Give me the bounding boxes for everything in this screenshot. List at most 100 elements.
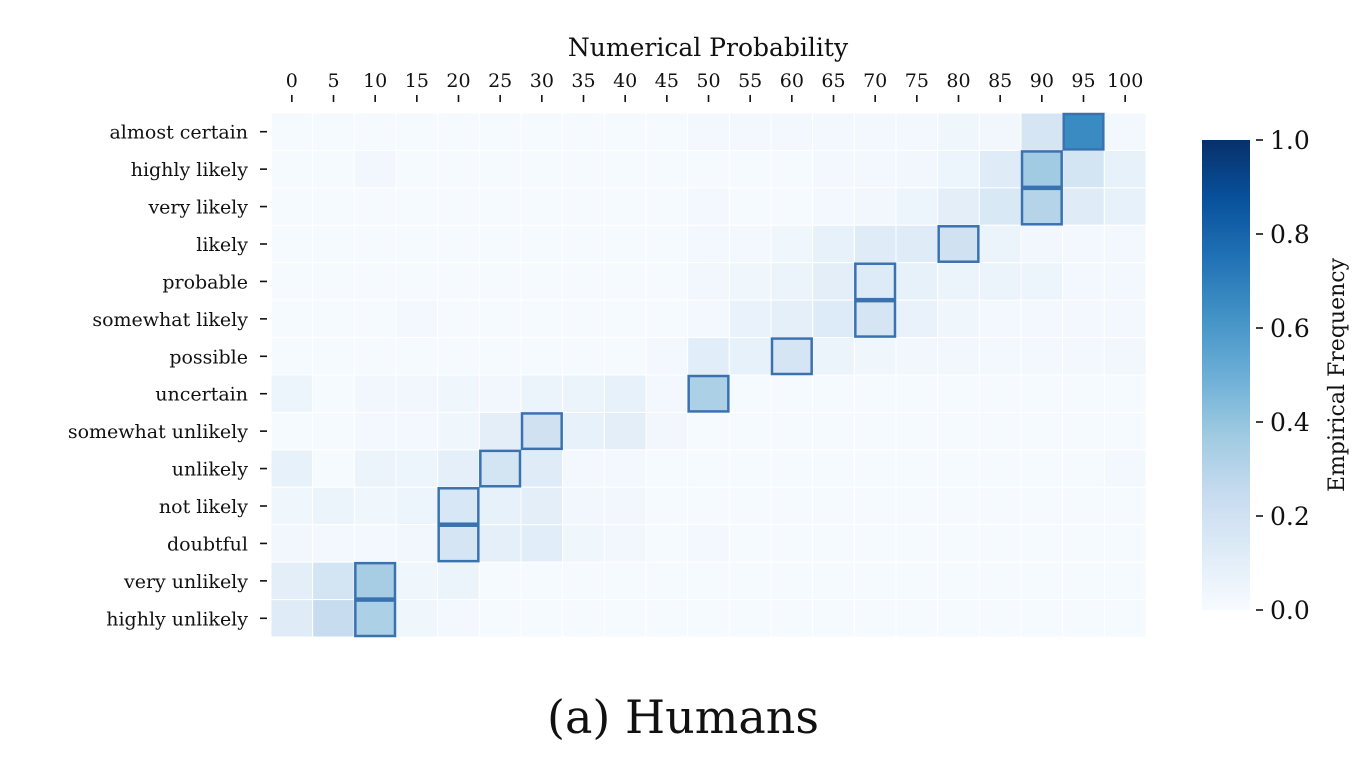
x-tick-label: 15 (405, 70, 429, 92)
heatmap-cell (770, 224, 814, 264)
y-tick-label: highly likely (131, 159, 249, 181)
heatmap-cell (1103, 262, 1147, 301)
x-tick-label: 50 (696, 70, 720, 92)
mode-highlight-box (854, 262, 897, 301)
x-tick-label: 0 (286, 70, 298, 92)
heatmap-cell (1062, 299, 1105, 339)
heatmap-cell (603, 187, 647, 226)
heatmap-cell (895, 374, 939, 413)
heatmap-cell (395, 112, 439, 151)
heatmap-cell (270, 299, 314, 339)
y-tick-label: doubtful (167, 533, 248, 555)
heatmap-cell (770, 486, 814, 526)
heatmap-cell (520, 187, 564, 226)
heatmap-cell (437, 449, 480, 488)
mode-highlight-box (479, 449, 522, 488)
heatmap-cell (353, 449, 397, 488)
heatmap-cell (895, 524, 939, 563)
x-tick-label: 30 (530, 70, 554, 92)
heatmap-cell (312, 599, 355, 638)
heatmap-cell (687, 486, 730, 526)
heatmap-cell (853, 449, 897, 488)
y-tick-label: unlikely (172, 459, 248, 481)
heatmap-cell (603, 486, 647, 526)
heatmap-cell (728, 337, 772, 376)
heatmap-cell (437, 262, 480, 301)
heatmap-cell (437, 337, 480, 376)
heatmap-cell (1062, 149, 1105, 189)
heatmap-cell (687, 112, 730, 151)
heatmap-cell (1020, 187, 1064, 226)
heatmap-cell (437, 299, 480, 339)
heatmap-cell (937, 374, 980, 413)
heatmap-cell (520, 262, 564, 301)
heatmap-cell (937, 337, 980, 376)
heatmap-cell (895, 337, 939, 376)
heatmap-cell (687, 187, 730, 226)
heatmap-cell (812, 524, 855, 563)
heatmap-cell (478, 599, 522, 638)
heatmap-cell (395, 262, 439, 301)
heatmap-cell (270, 149, 314, 189)
heatmap-cell (478, 337, 522, 376)
heatmap-cell (645, 299, 689, 339)
mode-highlights (354, 112, 1105, 638)
mode-highlight-box (1020, 187, 1063, 226)
mode-highlight-box (520, 412, 563, 451)
y-tick-label: very unlikely (123, 571, 248, 593)
x-tick-label: 25 (488, 70, 512, 92)
heatmap-cell (812, 486, 855, 526)
y-tick-label: uncertain (155, 384, 248, 406)
heatmap-cell (687, 262, 730, 301)
heatmap-cell (728, 112, 772, 151)
colorbar-tick-label: 0.0 (1270, 596, 1310, 625)
heatmap-cell (812, 262, 855, 301)
heatmap-cell (562, 299, 605, 339)
heatmap-cell (353, 299, 397, 339)
heatmap-cell (478, 374, 522, 413)
heatmap-cell (1062, 599, 1105, 638)
heatmap-cell (728, 149, 772, 189)
heatmap-cell (937, 411, 980, 451)
heatmap-cell (353, 374, 397, 413)
x-tick-label: 5 (327, 70, 339, 92)
heatmap-cell (978, 337, 1022, 376)
heatmap-cell (895, 224, 939, 264)
heatmap-cell (395, 224, 439, 264)
heatmap-cell (520, 374, 564, 413)
heatmap-cell (853, 149, 897, 189)
heatmap-cell (937, 449, 980, 488)
heatmap-cell (1103, 299, 1147, 339)
heatmap-cell (603, 224, 647, 264)
x-tick-label: 85 (988, 70, 1012, 92)
heatmap-cell (770, 449, 814, 488)
x-tick-label: 45 (655, 70, 679, 92)
colorbar-label: Empirical Frequency (1325, 257, 1350, 492)
heatmap-cell (437, 411, 480, 451)
heatmap-cell (645, 112, 689, 151)
heatmap-cell (728, 561, 772, 601)
colorbar-tick-label: 1.0 (1270, 126, 1310, 155)
heatmap-cell (645, 224, 689, 264)
heatmap-cell (812, 224, 855, 264)
x-tick-label: 40 (613, 70, 637, 92)
heatmap-cell (1062, 187, 1105, 226)
heatmap-cell (1062, 411, 1105, 451)
heatmap-cell (603, 374, 647, 413)
heatmap-cell (770, 112, 814, 151)
mode-highlight-box (437, 487, 480, 525)
colorbar-tick-label: 0.4 (1270, 408, 1310, 437)
heatmap-cell (937, 599, 980, 638)
heatmap-cell (520, 149, 564, 189)
heatmap-cell (353, 112, 397, 151)
colorbar-tick-label: 0.8 (1270, 220, 1310, 249)
heatmap-cell (562, 374, 605, 413)
heatmap-cells (270, 112, 1147, 638)
heatmap-cell (978, 224, 1022, 264)
heatmap-cell (1062, 524, 1105, 563)
heatmap-cell (478, 411, 522, 451)
x-tick-label: 60 (780, 70, 804, 92)
y-tick-label: probable (162, 271, 248, 293)
heatmap-cell (353, 486, 397, 526)
